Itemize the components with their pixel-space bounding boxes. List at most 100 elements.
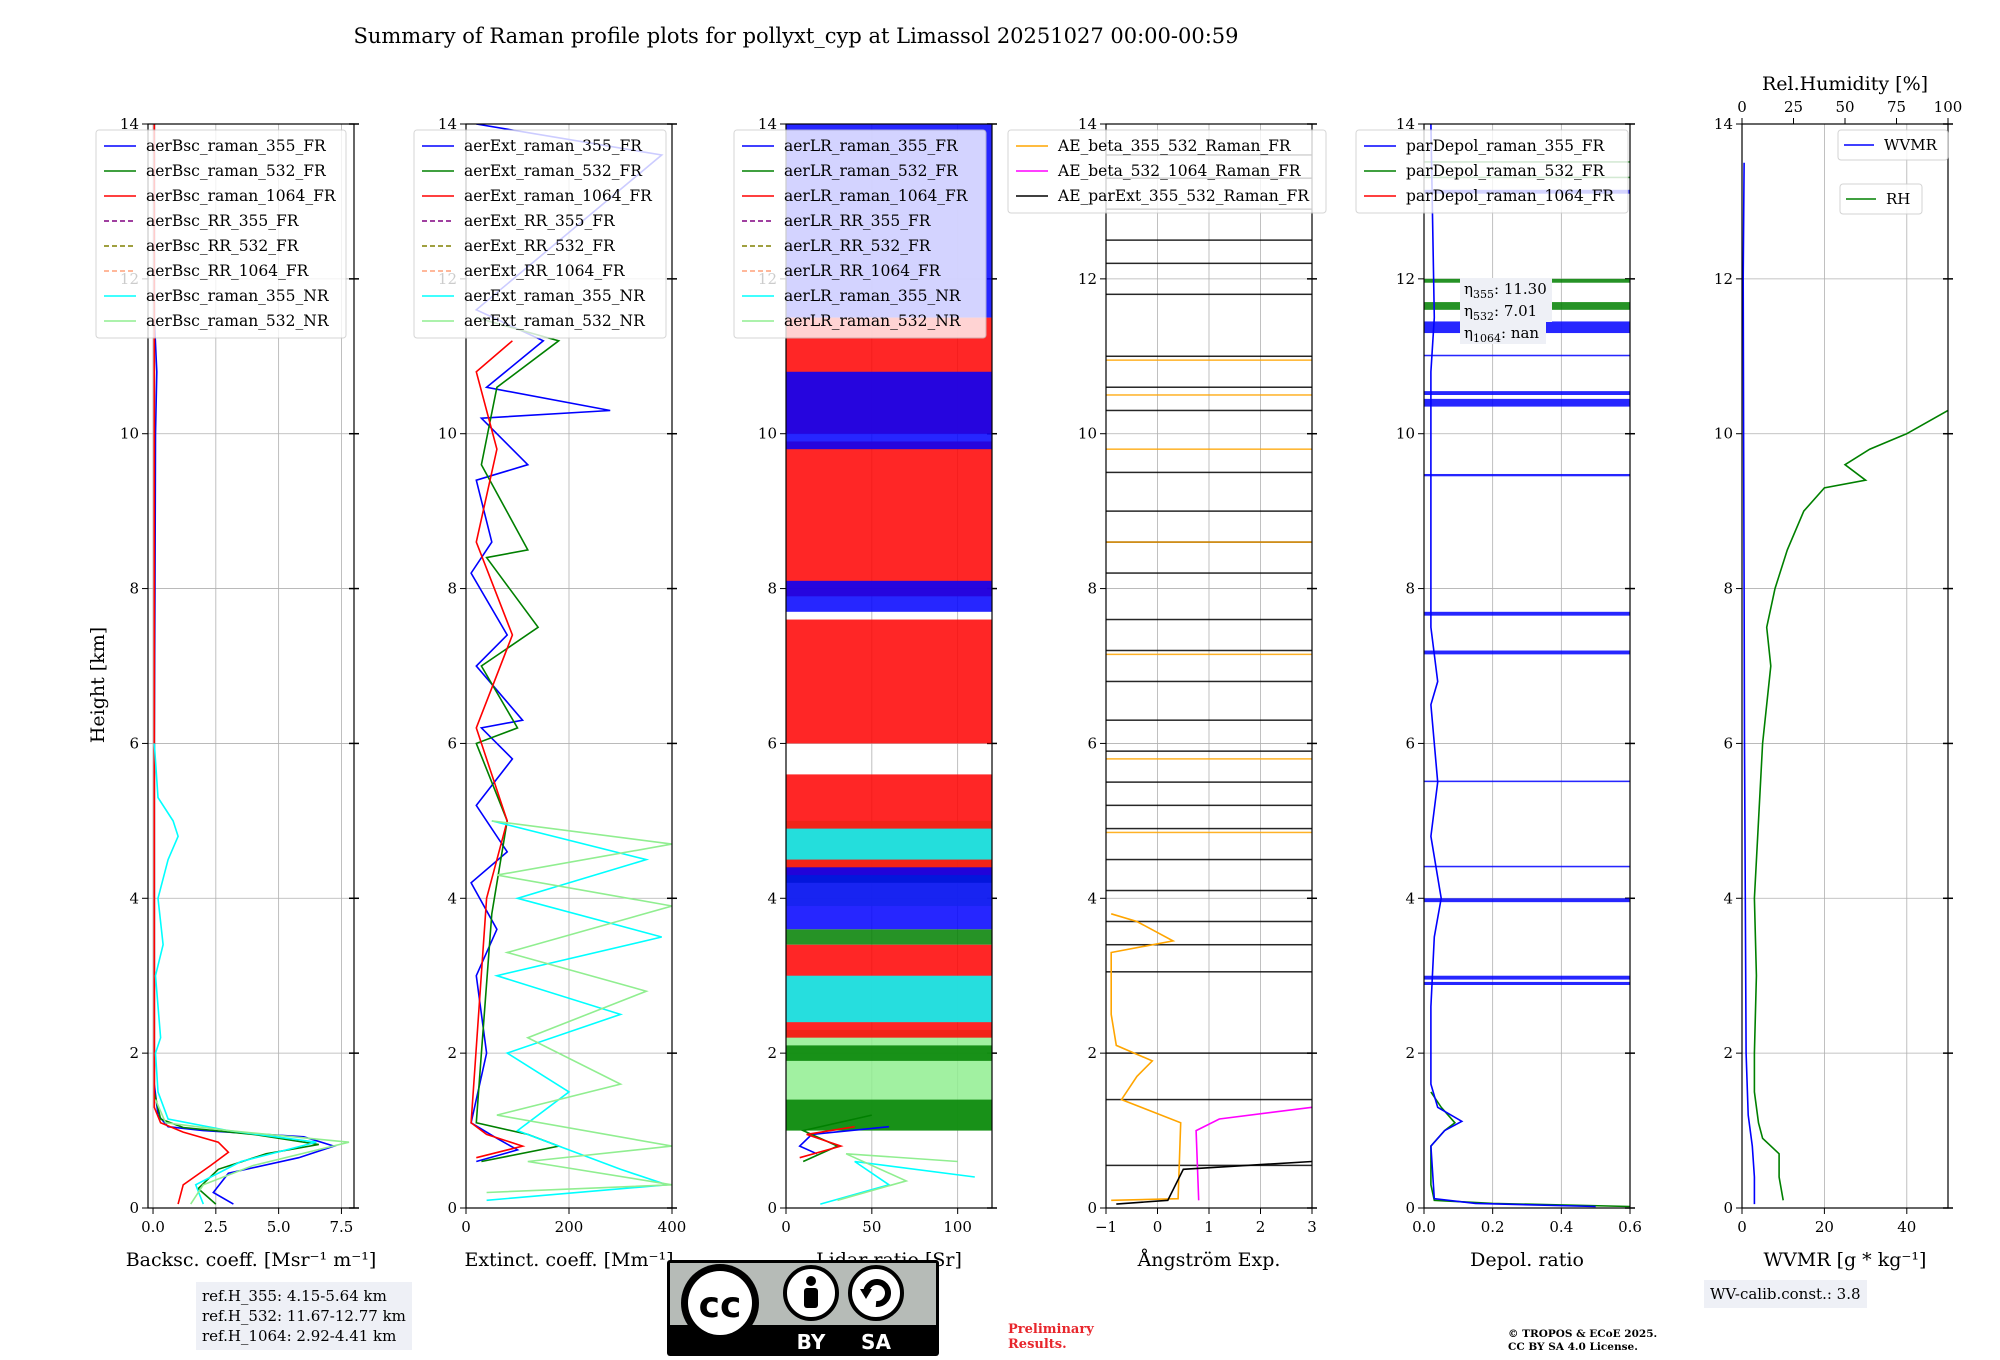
- figure-title: Summary of Raman profile plots for polly…: [353, 24, 1238, 48]
- stripe-band: [1106, 359, 1312, 361]
- y-tick-label: 2: [447, 1044, 457, 1062]
- legend-box: [95, 129, 347, 339]
- axes-frame: [1105, 123, 1313, 1209]
- x-tick-label: 0: [461, 1218, 471, 1236]
- legend-box: [1355, 129, 1629, 214]
- legend-box: [1007, 129, 1327, 214]
- y-tick-label: 8: [447, 580, 457, 598]
- eta-label: η355: 11.30: [1464, 280, 1547, 301]
- y-tick-label: 14: [120, 115, 139, 133]
- legend: parDepol_raman_355_FR parDepol_raman_532_…: [1355, 129, 1629, 214]
- legend-entry: aerExt_RR_355_FR: [464, 212, 616, 230]
- legend-box: [1837, 129, 1949, 161]
- stripe-band: [1106, 858, 1312, 861]
- y-tick-label: 12: [1078, 270, 1097, 288]
- y-tick-label: 6: [1405, 734, 1415, 752]
- x-axis-label: Depol. ratio: [1470, 1249, 1584, 1271]
- x2-axis-label: Rel.Humidity [%]: [1762, 73, 1928, 95]
- series-aerBsc_raman_1064_FR: [153, 124, 230, 1205]
- y-tick-label: 2: [1087, 1044, 1097, 1062]
- sa-label: SA: [861, 1330, 891, 1354]
- legend-entry: aerLR_RR_532_FR: [784, 237, 932, 255]
- stripe-band: [1106, 541, 1312, 543]
- legend: aerLR_raman_355_FR aerLR_raman_532_FR aerL…: [733, 129, 987, 339]
- y-tick-label: 2: [767, 1044, 777, 1062]
- stripe-band: [786, 441, 992, 597]
- stripe-band: [1106, 971, 1312, 973]
- legend: AE_beta_355_532_Raman_FR AE_beta_532_1064…: [1007, 129, 1327, 214]
- legend: WVMR RH: [1837, 129, 1949, 215]
- eta-bg: [1460, 322, 1546, 344]
- attribution-body: [804, 1288, 818, 1308]
- x-tick-label: 200: [555, 1218, 584, 1236]
- x-tick-label: 1: [1204, 1218, 1214, 1236]
- panel-ext: 020040002468101214Extinct. coeff. [Mm⁻¹]…: [413, 115, 687, 1271]
- legend-entry: parDepol_raman_532_FR: [1406, 162, 1606, 180]
- legend-entry: parDepol_raman_355_FR: [1406, 137, 1606, 155]
- stripe-band: [1106, 448, 1312, 450]
- stripe-band: [1106, 386, 1312, 388]
- series-WVMR: [1742, 162, 1756, 1205]
- x-tick-label: 2.5: [204, 1218, 228, 1236]
- x-tick-label: 20: [1815, 1218, 1834, 1236]
- legend-entry: aerExt_raman_355_FR: [464, 137, 643, 155]
- y-tick-label: 6: [1087, 734, 1097, 752]
- legend-entry: aerLR_raman_1064_FR: [784, 187, 969, 205]
- stripe-band: [1106, 758, 1312, 760]
- axes-frame: [785, 123, 993, 1209]
- x-tick-label: 0.6: [1618, 1218, 1642, 1236]
- stripe-band: [1106, 680, 1312, 683]
- stripe-band: [1106, 1098, 1312, 1101]
- series-AE_beta_355_532_Raman_FR: [1110, 913, 1182, 1202]
- panel-lr: 05010002468101214Lidar ratio [Sr]aerLR_r…: [733, 115, 997, 1271]
- y-tick-label: 0: [1723, 1199, 1733, 1217]
- y-tick-label: 6: [129, 734, 139, 752]
- stripe-band: [1106, 239, 1312, 241]
- y-tick-label: 6: [1723, 734, 1733, 752]
- share-alike-icon: [848, 1265, 904, 1321]
- y-tick-label: 4: [447, 889, 457, 907]
- ref-height-532: ref.H_532: 11.67-12.77 km: [202, 1307, 406, 1325]
- stripe-band: [1106, 804, 1312, 807]
- legend-entry: aerLR_RR_1064_FR: [784, 262, 942, 280]
- stripe-band: [1106, 831, 1312, 834]
- stripe-band: [1106, 781, 1312, 783]
- panel-bsc: 0.02.55.07.502468101214Backsc. coeff. [M…: [95, 115, 376, 1271]
- legend-entry: aerBsc_raman_355_FR: [146, 137, 327, 155]
- stripe-band: [786, 929, 992, 945]
- stripe-band: [1106, 394, 1312, 396]
- y-tick-label: 0: [1087, 1199, 1097, 1217]
- copyright-line-2: CC BY SA 4.0 License.: [1508, 1341, 1638, 1353]
- wv-calibration-text: WV-calib.const.: 3.8: [1710, 1285, 1861, 1303]
- reference-heights-box: ref.H_355: 4.15-5.64 km ref.H_532: 11.67…: [196, 1282, 412, 1350]
- stripe-band: [1106, 355, 1312, 358]
- x-tick-label: 0: [781, 1218, 791, 1236]
- legend-entry: aerExt_raman_1064_FR: [464, 187, 653, 205]
- series-aerBsc_raman_532_NR: [154, 1099, 350, 1205]
- y-tick-label: 8: [767, 580, 777, 598]
- series-aerLR_raman_532_NR: [837, 1153, 958, 1202]
- x2-tick-label: 75: [1887, 98, 1906, 116]
- legend-box: [413, 129, 667, 339]
- x-tick-label: 0.0: [141, 1218, 165, 1236]
- legend: aerBsc_raman_355_FR aerBsc_raman_532_FRae…: [95, 129, 347, 339]
- series-aerExt_raman_532_NR: [486, 820, 672, 1194]
- series-aerLR_raman_1064_FR: [799, 1125, 855, 1159]
- stripe-band: [1106, 920, 1312, 923]
- x2-tick-label: 50: [1835, 98, 1854, 116]
- y-tick-label: 10: [1714, 425, 1733, 443]
- stripe-band: [1424, 473, 1630, 477]
- stripe-band: [1424, 354, 1630, 357]
- legend-entry: aerExt_raman_532_FR: [464, 162, 643, 180]
- x-tick-label: 50: [862, 1218, 881, 1236]
- series-aerLR_raman_355_FR: [798, 1125, 890, 1155]
- stripe-band: [1106, 1052, 1312, 1054]
- legend-entry: aerLR_raman_355_FR: [784, 137, 959, 155]
- x-tick-label: 400: [658, 1218, 687, 1236]
- stripe-band: [786, 867, 992, 930]
- x-axis-label: Extinct. coeff. [Mm⁻¹]: [464, 1249, 673, 1271]
- y-tick-label: 2: [1405, 1044, 1415, 1062]
